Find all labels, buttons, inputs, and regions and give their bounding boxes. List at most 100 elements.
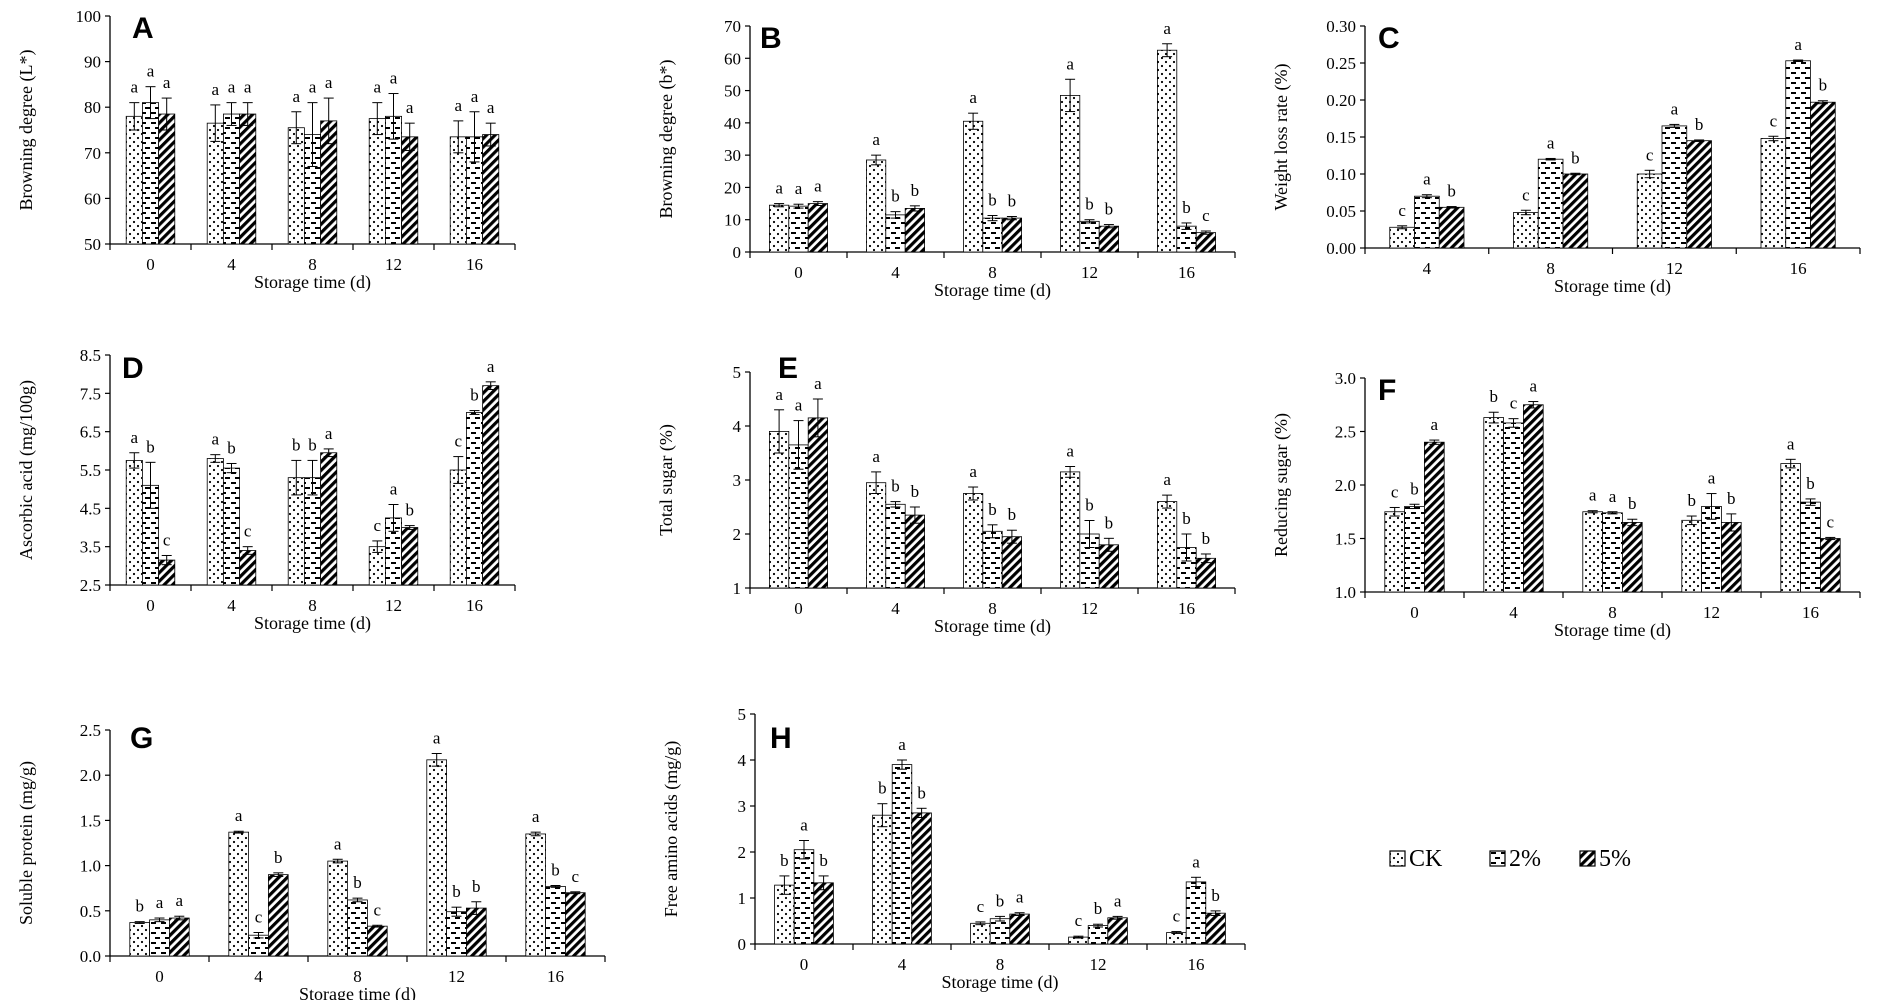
panel-b-significance-letter: b: [911, 181, 920, 200]
panel-g-bar-5pct: [366, 925, 388, 957]
panel-h-bar-5pct: [1107, 917, 1128, 945]
panel-h-y-tick-label: 4: [738, 751, 747, 770]
panel-f-bar-2pct: [1800, 501, 1821, 593]
panel-g-y-tick-label: 0.0: [80, 947, 101, 966]
panel-c-y-tick-label: 0.30: [1326, 17, 1356, 36]
panel-b-y-tick-label: 50: [724, 82, 741, 101]
panel-a-y-tick-label: 100: [76, 7, 102, 26]
panel-h-significance-letter: b: [917, 783, 926, 802]
panel-f-significance-letter: b: [1687, 491, 1696, 510]
panel-e-bar-ck: [1157, 501, 1178, 589]
panel-d-significance-letter: b: [146, 437, 155, 456]
legend-label-2pct: 2%: [1509, 846, 1541, 872]
panel-f-y-tick-label: 2.5: [1335, 423, 1356, 442]
panel-a-letter: A: [132, 12, 154, 45]
panel-c-significance-letter: c: [1646, 145, 1654, 164]
panel-h-x-tick-label: 0: [800, 955, 809, 974]
panel-a-bar-ck: [125, 115, 143, 245]
panel-b-significance-letter: a: [1163, 19, 1171, 38]
panel-c-bar-5pct: [1810, 101, 1836, 249]
panel-b-significance-letter: b: [1085, 195, 1094, 214]
panel-b-y-tick-label: 10: [724, 211, 741, 230]
panel-h-bar-5pct: [1205, 912, 1226, 945]
panel-g-significance-letter: a: [433, 729, 441, 748]
panel-f-y-axis-label: Reducing sugar (%): [1271, 413, 1292, 557]
panel-e-significance-letter: a: [969, 462, 977, 481]
panel-f-bar-5pct: [1523, 404, 1544, 593]
panel-h-significance-letter: c: [1075, 911, 1083, 930]
panel-f-x-tick-label: 16: [1802, 603, 1819, 622]
panel-d-bar-5pct: [239, 550, 257, 586]
panel-a-bar-ck: [368, 118, 386, 245]
panel-f-x-tick-label: 8: [1608, 603, 1617, 622]
panel-c-x-tick-label: 4: [1423, 259, 1432, 278]
panel-g-significance-letter: b: [274, 848, 283, 867]
panel-g-bar-2pct: [446, 911, 467, 957]
panel-f-bar-5pct: [1424, 441, 1445, 593]
panel-a-significance-letter: a: [325, 73, 333, 92]
panel-d-significance-letter: c: [455, 432, 463, 451]
panel-c-bar-ck: [1389, 226, 1415, 249]
panel-b-letter: B: [760, 22, 782, 55]
panel-e-x-tick-label: 16: [1178, 599, 1195, 618]
panel-b-significance-letter: b: [988, 191, 997, 210]
panel-e-x-tick-label: 4: [891, 599, 900, 618]
panel-h-x-tick-label: 4: [898, 955, 907, 974]
panel-b-bar-ck: [769, 204, 790, 253]
panel-h-significance-letter: b: [780, 851, 789, 870]
panel-f-x-axis-label: Storage time (d): [1554, 620, 1671, 641]
panel-h-bar-2pct: [1087, 925, 1109, 945]
panel-a-significance-letter: a: [374, 78, 382, 97]
panel-b-bar-ck: [1157, 49, 1178, 253]
panel-f-bar-2pct: [1404, 505, 1425, 593]
panel-a-significance-letter: a: [147, 62, 155, 81]
panel-b-x-tick-label: 8: [988, 263, 997, 282]
panel-e-significance-letter: a: [1066, 442, 1074, 461]
panel-d-y-tick-label: 4.5: [80, 499, 101, 518]
panel-h-significance-letter: c: [1173, 907, 1181, 926]
panel-g-y-tick-label: 1.5: [80, 811, 101, 830]
panel-f-significance-letter: c: [1827, 512, 1835, 531]
panel-e-x-tick-label: 12: [1081, 599, 1098, 618]
panel-c-y-tick-label: 0.15: [1326, 128, 1356, 147]
panel-e-bar-5pct: [807, 417, 829, 589]
panel-b-y-tick-label: 40: [724, 114, 741, 133]
panel-b-y-tick-label: 30: [724, 146, 741, 165]
panel-f-significance-letter: c: [1391, 482, 1399, 501]
panel-h-significance-letter: a: [898, 735, 906, 754]
panel-h-x-tick-label: 16: [1188, 955, 1205, 974]
panel-g-y-tick-label: 0.5: [80, 902, 101, 921]
panel-h-significance-letter: b: [1094, 899, 1103, 918]
panel-e-bar-2pct: [885, 503, 906, 589]
panel-f-bar-5pct: [1820, 538, 1841, 593]
panel-c-bar-2pct: [1785, 60, 1811, 249]
panel-h-significance-letter: b: [878, 779, 887, 798]
panel-d-x-axis-label: Storage time (d): [254, 613, 371, 634]
panel-b-y-tick-label: 60: [724, 49, 741, 68]
panel-b-bar-ck: [866, 159, 887, 253]
panel-c-significance-letter: c: [1522, 185, 1530, 204]
panel-a-significance-letter: a: [390, 69, 398, 88]
panel-b-significance-letter: a: [969, 88, 977, 107]
panel-d-x-tick-label: 16: [466, 596, 483, 615]
panel-b-x-axis-label: Storage time (d): [934, 280, 1051, 301]
panel-d-y-tick-label: 8.5: [80, 346, 101, 365]
panel-c-significance-letter: a: [1547, 133, 1555, 152]
panel-a-significance-letter: a: [309, 78, 317, 97]
panel-e-significance-letter: a: [795, 396, 803, 415]
panel-d-bar-2pct: [465, 412, 483, 586]
panel-g-significance-letter: b: [452, 882, 461, 901]
panel-d-y-tick-label: 3.5: [80, 538, 101, 557]
panel-g-x-axis-label: Storage time (d): [299, 984, 416, 1000]
panel-d-significance-letter: c: [163, 530, 171, 549]
panel-f-letter: F: [1378, 374, 1396, 407]
panel-a-y-tick-label: 60: [84, 189, 101, 208]
panel-f-bar-ck: [1384, 511, 1406, 593]
panel-a-bar-5pct: [482, 134, 500, 245]
panel-e-significance-letter: b: [911, 482, 920, 501]
panel-d-letter: D: [122, 352, 144, 385]
panel-d-significance-letter: a: [212, 430, 220, 449]
panel-c-y-tick-label: 0.20: [1326, 91, 1356, 110]
panel-e-bar-5pct: [904, 514, 926, 589]
